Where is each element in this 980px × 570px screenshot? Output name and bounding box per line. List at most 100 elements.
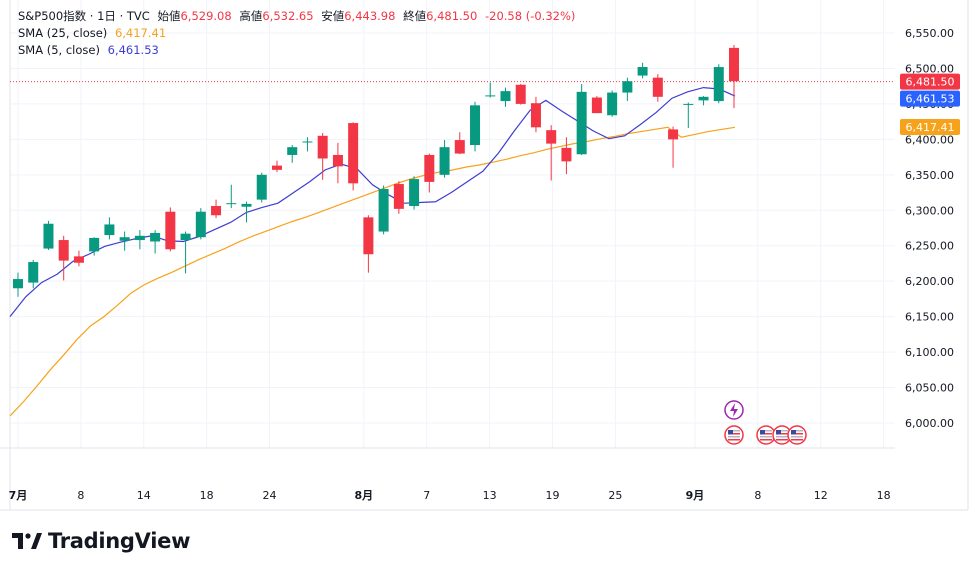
candle-body (226, 203, 237, 205)
high-value: 6,532.65 (262, 9, 314, 23)
candle (287, 145, 298, 163)
candle (439, 140, 450, 178)
event-markers[interactable] (724, 400, 807, 445)
candles (13, 45, 739, 297)
time-axis-label: 8月 (355, 489, 374, 502)
candle-body (591, 97, 602, 114)
candle-body (332, 154, 343, 167)
candle (180, 231, 191, 274)
candle-body (683, 103, 694, 105)
candle-body (302, 141, 313, 143)
price-axis-label: 6,400.00 (905, 133, 954, 146)
candle (515, 84, 526, 105)
candle-body (363, 217, 374, 255)
candle (271, 160, 282, 172)
candle-body (104, 224, 115, 236)
candle-body (713, 67, 724, 102)
candle (302, 137, 313, 152)
candle-body (150, 232, 161, 242)
price-tags: 6,481.50 6,461.53 6,417.41 (900, 73, 960, 136)
candle (58, 235, 69, 281)
candle-body (348, 123, 359, 184)
time-axis-label: 25 (608, 489, 622, 502)
high-label: 高値 (239, 9, 263, 23)
sma5-legend[interactable]: SMA (5, close) 6,461.53 (18, 42, 163, 58)
price-axis-label: 6,550.00 (905, 27, 954, 40)
candle (485, 82, 496, 98)
candle-body (622, 81, 633, 93)
candle (211, 199, 222, 219)
open-value: 6,529.08 (180, 9, 232, 23)
price-axis-label: 6,150.00 (905, 311, 954, 324)
us-flag-icon[interactable] (772, 425, 792, 445)
tradingview-brand-name: TradingView (48, 529, 191, 553)
candle (424, 153, 435, 193)
ohlc-legend: S&P500指数 · 1日 · TVC 始値6,529.08 高値6,532.6… (18, 8, 579, 24)
candle-body (637, 67, 648, 76)
lightning-icon[interactable] (724, 400, 744, 420)
candle-body (211, 206, 222, 216)
time-axis-label: 18 (200, 489, 214, 502)
candle (89, 237, 100, 256)
candle-body (729, 47, 739, 82)
candle (698, 96, 709, 106)
candle (119, 231, 130, 251)
candle-body (134, 235, 145, 241)
symbol-label: S&P500指数 · 1日 · TVC (18, 9, 150, 23)
candle-body (698, 96, 709, 101)
time-axis[interactable]: 7月 8 14 18 24 8月 7 13 19 25 9月 8 12 18 (9, 489, 891, 502)
sma25-legend[interactable]: SMA (25, close) 6,417.41 (18, 25, 170, 41)
candle (43, 220, 54, 250)
candle (256, 172, 267, 203)
candle (378, 185, 389, 235)
candle (637, 62, 648, 79)
time-axis-label: 13 (483, 489, 497, 502)
candle (454, 132, 465, 155)
candle-body (607, 92, 618, 116)
price-axis-label: 6,500.00 (905, 62, 954, 75)
candle (576, 84, 587, 155)
time-axis-label: 7 (423, 489, 430, 502)
candle-body (119, 237, 130, 241)
change-value: -20.58 (-0.32%) (484, 9, 576, 23)
close-price-tag-text: 6,481.50 (906, 76, 955, 89)
candle-body (439, 147, 450, 175)
candle (530, 96, 541, 133)
candle-body (43, 223, 54, 249)
tradingview-logo-icon (12, 533, 42, 549)
candle (622, 77, 633, 102)
candle (165, 207, 176, 252)
candle-body (180, 233, 191, 241)
low-label: 安値 (321, 9, 345, 23)
candle (668, 126, 679, 168)
candle (713, 64, 724, 104)
us-flag-icon[interactable] (756, 425, 776, 445)
candle-body (424, 154, 435, 182)
candle-body (271, 165, 282, 170)
close-price-tag: 6,481.50 (900, 73, 960, 90)
candle-body (378, 189, 389, 232)
sma25-legend-label: SMA (25, close) (18, 26, 108, 40)
grid (10, 0, 895, 448)
candle (317, 132, 328, 180)
close-value: 6,481.50 (426, 9, 478, 23)
sma25-price-tag-text: 6,417.41 (906, 121, 955, 134)
price-axis-label: 6,050.00 (905, 382, 954, 395)
candle-body (546, 130, 557, 144)
time-axis-label: 8 (754, 489, 761, 502)
tradingview-logo[interactable]: TradingView (12, 526, 190, 556)
us-flag-icon[interactable] (787, 425, 807, 445)
time-axis-label: 24 (263, 489, 277, 502)
sma5-price-tag: 6,461.53 (900, 90, 960, 107)
candle (195, 208, 206, 240)
price-axis-label: 6,300.00 (905, 204, 954, 217)
candle (409, 176, 420, 210)
candle (500, 87, 511, 107)
us-flag-icon[interactable] (724, 425, 744, 445)
time-axis-label: 8 (77, 489, 84, 502)
candle (241, 201, 252, 223)
candle (561, 137, 572, 175)
candle (393, 181, 404, 214)
candle-body (515, 84, 526, 104)
